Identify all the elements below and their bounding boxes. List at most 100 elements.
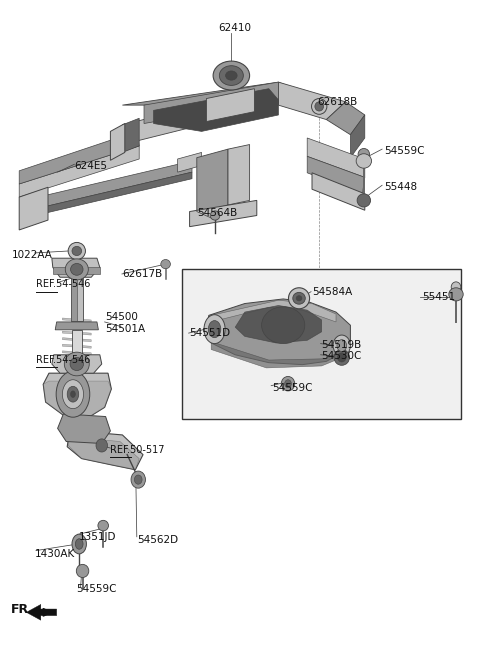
Polygon shape [24, 172, 192, 218]
Text: REF.50-517: REF.50-517 [110, 445, 165, 455]
Ellipse shape [208, 321, 221, 338]
Polygon shape [228, 145, 250, 205]
Ellipse shape [65, 259, 88, 280]
Ellipse shape [219, 66, 243, 85]
Ellipse shape [56, 371, 90, 417]
Polygon shape [211, 342, 341, 368]
Ellipse shape [262, 307, 305, 344]
Polygon shape [62, 331, 91, 335]
Polygon shape [43, 373, 111, 417]
Ellipse shape [281, 376, 295, 391]
Text: 1022AA: 1022AA [12, 250, 53, 260]
Ellipse shape [204, 315, 225, 344]
Ellipse shape [75, 539, 83, 549]
Text: 55448: 55448 [384, 182, 417, 193]
Ellipse shape [68, 242, 85, 260]
Polygon shape [62, 325, 91, 328]
Ellipse shape [449, 288, 463, 301]
Ellipse shape [337, 353, 346, 362]
Polygon shape [110, 124, 125, 160]
Polygon shape [307, 156, 365, 194]
Polygon shape [53, 267, 100, 274]
Polygon shape [206, 326, 215, 333]
Ellipse shape [70, 357, 84, 371]
Polygon shape [26, 604, 57, 620]
Text: 54501A: 54501A [106, 323, 146, 334]
Ellipse shape [71, 391, 75, 397]
Polygon shape [154, 89, 278, 131]
Ellipse shape [288, 288, 310, 309]
Text: 624E5: 624E5 [74, 160, 108, 171]
Text: 54500: 54500 [106, 312, 138, 323]
Polygon shape [24, 161, 192, 212]
Text: 54559C: 54559C [384, 146, 424, 156]
Polygon shape [190, 200, 257, 227]
Polygon shape [52, 258, 100, 277]
Polygon shape [178, 152, 202, 172]
Polygon shape [206, 299, 350, 365]
Ellipse shape [62, 380, 84, 409]
Polygon shape [326, 102, 365, 135]
Polygon shape [122, 105, 202, 145]
Polygon shape [144, 82, 278, 124]
Polygon shape [350, 115, 365, 158]
Polygon shape [68, 437, 139, 470]
Ellipse shape [357, 194, 371, 207]
Polygon shape [19, 131, 139, 184]
Ellipse shape [134, 475, 142, 484]
Ellipse shape [226, 71, 237, 80]
Ellipse shape [64, 352, 89, 376]
Ellipse shape [356, 154, 372, 168]
Ellipse shape [315, 102, 324, 111]
Polygon shape [43, 381, 111, 417]
Polygon shape [62, 318, 91, 322]
Text: 62618B: 62618B [317, 97, 357, 107]
Text: 1430AK: 1430AK [35, 549, 75, 559]
Text: 54562D: 54562D [137, 535, 178, 545]
Polygon shape [122, 118, 139, 152]
Ellipse shape [285, 380, 291, 388]
Ellipse shape [296, 296, 302, 301]
Bar [71, 277, 83, 321]
Text: 54551D: 54551D [190, 328, 231, 338]
Ellipse shape [72, 534, 86, 554]
Polygon shape [19, 187, 48, 230]
Polygon shape [62, 338, 91, 342]
Bar [71, 277, 77, 321]
Ellipse shape [358, 148, 370, 160]
Polygon shape [62, 344, 91, 348]
Ellipse shape [334, 350, 349, 365]
Text: 54559C: 54559C [272, 382, 312, 393]
Bar [72, 330, 82, 355]
Ellipse shape [72, 246, 82, 256]
Text: 1351JD: 1351JD [79, 532, 117, 543]
Polygon shape [122, 82, 312, 118]
Text: 54564B: 54564B [197, 208, 237, 218]
Ellipse shape [213, 61, 250, 90]
Polygon shape [278, 82, 346, 120]
Polygon shape [58, 414, 110, 443]
Polygon shape [312, 173, 365, 210]
FancyBboxPatch shape [182, 269, 461, 419]
Text: 54519B: 54519B [322, 340, 362, 350]
Ellipse shape [96, 439, 108, 452]
Text: 54584A: 54584A [312, 286, 352, 297]
Polygon shape [67, 430, 143, 470]
Text: 54530C: 54530C [322, 351, 362, 361]
Text: REF.54-546: REF.54-546 [36, 355, 90, 365]
Polygon shape [206, 89, 254, 122]
Polygon shape [62, 351, 91, 355]
Polygon shape [211, 300, 336, 322]
Ellipse shape [76, 564, 89, 578]
Text: 54559C: 54559C [76, 584, 116, 595]
Ellipse shape [131, 471, 145, 488]
Ellipse shape [161, 260, 170, 269]
Ellipse shape [210, 211, 220, 220]
Text: 55451: 55451 [422, 292, 456, 302]
Polygon shape [197, 149, 228, 214]
Polygon shape [307, 138, 365, 177]
Polygon shape [55, 322, 98, 330]
Ellipse shape [333, 335, 350, 356]
Polygon shape [19, 146, 139, 197]
Ellipse shape [312, 99, 327, 114]
